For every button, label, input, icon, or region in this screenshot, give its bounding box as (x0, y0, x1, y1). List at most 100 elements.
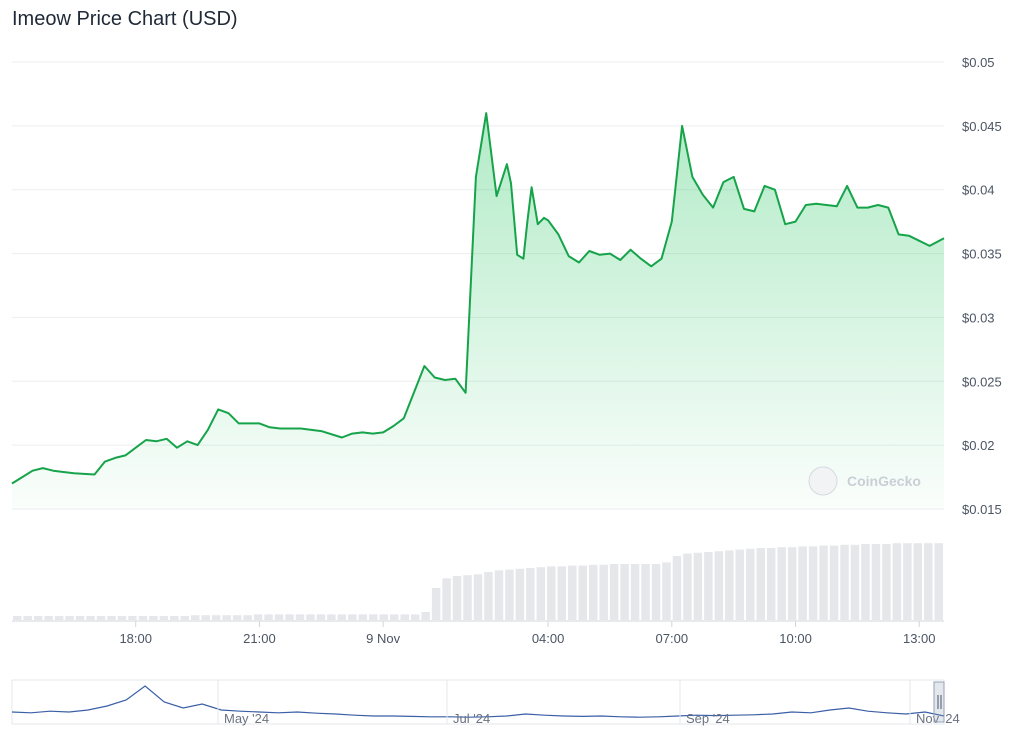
volume-bar (787, 547, 797, 620)
volume-bar (264, 614, 273, 620)
volume-bar (421, 612, 430, 620)
x-tick-label: 9 Nov (366, 631, 400, 646)
volume-bar (798, 546, 807, 620)
volume-bar (285, 614, 294, 620)
volume-bar (138, 616, 148, 620)
volume-bar (442, 578, 451, 620)
volume-bar (253, 614, 263, 620)
volume-bar (274, 614, 284, 620)
volume-bar (735, 549, 745, 620)
volume-bar (44, 616, 53, 620)
volume-bar (222, 615, 231, 620)
volume-bar (117, 616, 127, 620)
volume-bar (358, 614, 368, 620)
volume-bar (170, 616, 179, 620)
navigator-tick-label: Sep '24 (686, 711, 730, 726)
volume-bar (473, 574, 483, 620)
volume-bar (557, 566, 567, 620)
volume-bar (850, 544, 860, 620)
volume-bar (704, 552, 713, 620)
volume-bar (892, 543, 902, 620)
chart-title: Imeow Price Chart (USD) (12, 8, 238, 30)
navigator-tick-label: May '24 (224, 711, 269, 726)
volume-bar (107, 616, 116, 620)
volume-bar (568, 565, 577, 620)
volume-bar (452, 576, 462, 620)
volume-bar (180, 616, 190, 620)
volume-bar (756, 548, 765, 620)
y-tick-label: $0.04 (962, 183, 995, 198)
volume-bar (808, 546, 818, 620)
price-line (11, 112, 945, 485)
navigator-tick-label: Jul '24 (453, 711, 490, 726)
x-tick-label: 04:00 (532, 631, 565, 646)
volume-bar (777, 547, 786, 620)
volume-bar (620, 564, 629, 620)
price-area (11, 112, 945, 509)
volume-bar (243, 615, 252, 620)
volume-bar (54, 616, 64, 620)
volume-bar (829, 545, 839, 620)
volume-bar (23, 616, 32, 620)
volume-bar (924, 543, 933, 620)
volume-bar (13, 616, 22, 620)
volume-bar (536, 567, 546, 620)
volume-bar (871, 544, 881, 620)
volume-bar (714, 551, 724, 620)
volume-bar (400, 614, 409, 620)
navigator-selection-handle[interactable] (933, 681, 945, 723)
volume-bar (463, 575, 472, 620)
volume-bar (128, 616, 137, 620)
x-tick-label: 21:00 (243, 631, 276, 646)
x-tick-label: 18:00 (119, 631, 152, 646)
volume-bar (547, 566, 556, 620)
volume-bar (903, 543, 912, 620)
x-tick-label: 07:00 (656, 631, 689, 646)
volume-bar (505, 569, 514, 620)
volume-bar (609, 564, 619, 620)
x-tick-label: 13:00 (903, 631, 936, 646)
navigator-line (11, 685, 945, 718)
volume-bar (191, 615, 200, 620)
navigator[interactable]: May '24 Jul '24 Sep '24 Nov '24 (11, 679, 960, 726)
volume-bar (86, 616, 95, 620)
x-tick-label: 10:00 (779, 631, 812, 646)
y-tick-label: $0.05 (962, 55, 995, 70)
volume-bar (746, 548, 755, 620)
volume-bar (494, 570, 504, 620)
y-tick-label: $0.045 (962, 119, 1002, 134)
volume-bar (306, 614, 315, 620)
volume-bar (861, 544, 870, 620)
navigator-tick-label: Nov '24 (916, 711, 960, 726)
volume-bar (599, 564, 608, 620)
volume-bar (588, 564, 598, 620)
volume-bar (348, 614, 357, 620)
volume-bar (651, 564, 661, 620)
volume-bar (672, 556, 682, 620)
y-tick-label: $0.02 (962, 438, 995, 453)
y-tick-label: $0.025 (962, 374, 1002, 389)
volume-bar (766, 548, 776, 620)
volume-bar (934, 543, 943, 620)
volume-bars (13, 543, 943, 620)
volume-bar (327, 614, 336, 620)
volume-bar (630, 564, 640, 620)
volume-bar (33, 616, 43, 620)
volume-bar (515, 568, 525, 620)
volume-bar (295, 614, 305, 620)
volume-bar (149, 616, 158, 620)
volume-bar (316, 614, 326, 620)
volume-bar (641, 564, 650, 620)
volume-bar (882, 544, 891, 620)
volume-bar (65, 616, 74, 620)
coingecko-watermark: CoinGecko (808, 466, 921, 496)
y-axis: $0.05 $0.045 $0.04 $0.035 $0.03 $0.025 $0.02 $0… (962, 55, 1002, 517)
volume-bar (389, 614, 399, 620)
volume-bar (159, 616, 169, 620)
volume-bar (578, 565, 587, 620)
volume-bar (431, 588, 441, 620)
gecko-icon (808, 466, 838, 496)
y-tick-label: $0.03 (962, 310, 995, 325)
price-fill (12, 113, 944, 509)
